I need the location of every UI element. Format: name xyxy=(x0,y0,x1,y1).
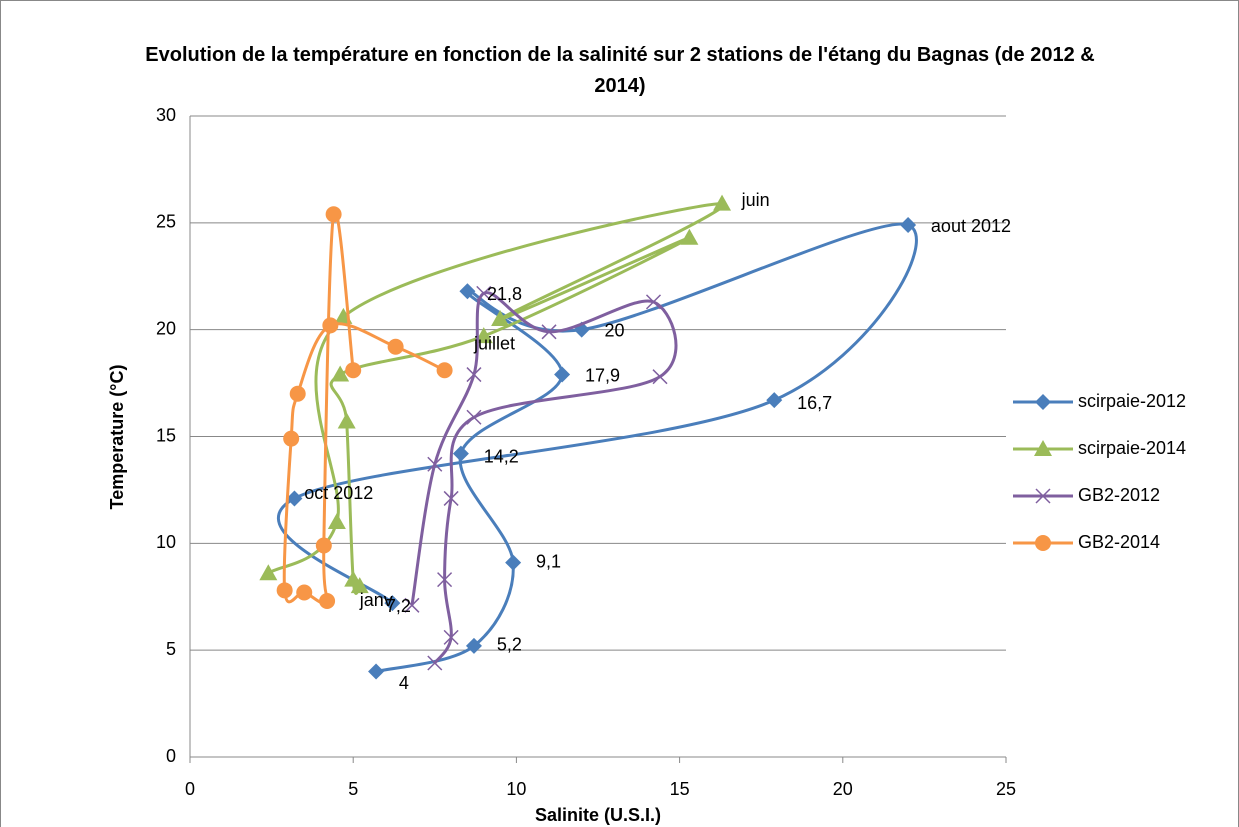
point xyxy=(900,216,917,233)
point xyxy=(491,309,510,326)
annotation: 17,9 xyxy=(585,365,620,385)
point xyxy=(1035,394,1051,410)
point xyxy=(541,324,557,340)
point xyxy=(404,597,420,613)
series-line xyxy=(410,291,678,664)
point xyxy=(505,554,522,571)
y-tick-label: 20 xyxy=(156,318,176,338)
point xyxy=(680,228,699,245)
x-tick-label: 10 xyxy=(506,779,526,799)
point xyxy=(1035,535,1051,551)
annotation: 14,2 xyxy=(484,447,519,467)
annotation: aout 2012 xyxy=(931,216,1011,236)
point xyxy=(437,572,453,588)
point xyxy=(327,512,346,529)
point xyxy=(331,365,350,382)
point xyxy=(1034,440,1052,456)
chart-title: Evolution de la température en fonction … xyxy=(145,44,1095,97)
series-line xyxy=(267,202,726,595)
point xyxy=(452,445,469,462)
point xyxy=(436,362,453,379)
point xyxy=(259,564,278,581)
point xyxy=(315,537,332,554)
point xyxy=(325,206,342,223)
point xyxy=(713,194,732,211)
x-tick-label: 25 xyxy=(996,779,1016,799)
point xyxy=(466,409,482,425)
point xyxy=(427,655,443,671)
point xyxy=(350,577,369,594)
y-tick-label: 5 xyxy=(166,639,176,659)
legend-label: scirpaie-2012 xyxy=(1078,391,1186,411)
annotation: oct 2012 xyxy=(304,483,373,503)
y-tick-label: 30 xyxy=(156,105,176,125)
point xyxy=(554,366,571,383)
x-axis-label: Salinite (U.S.I.) xyxy=(535,805,661,825)
legend-label: GB2-2014 xyxy=(1078,532,1160,552)
point xyxy=(459,283,476,300)
point xyxy=(384,595,401,612)
annotation: 4 xyxy=(399,673,409,693)
point xyxy=(319,593,336,610)
annotation: juin xyxy=(741,190,770,210)
annotation: 20 xyxy=(605,321,625,341)
point xyxy=(476,285,492,301)
legend-label: scirpaie-2014 xyxy=(1078,438,1186,458)
point xyxy=(345,362,362,379)
point xyxy=(286,490,303,507)
x-tick-label: 5 xyxy=(348,779,358,799)
x-tick-label: 20 xyxy=(833,779,853,799)
point xyxy=(443,629,459,645)
annotation: janv xyxy=(359,590,393,610)
point xyxy=(276,582,293,599)
annotation: 7,2 xyxy=(386,596,411,616)
point xyxy=(766,392,783,409)
point xyxy=(465,637,482,654)
annotation: 5,2 xyxy=(497,635,522,655)
point xyxy=(337,412,356,429)
point xyxy=(387,338,404,355)
annotation: 9,1 xyxy=(536,551,561,571)
y-tick-label: 15 xyxy=(156,425,176,445)
point xyxy=(466,367,482,383)
point xyxy=(427,456,443,472)
y-axis-label: Temperature (°C) xyxy=(107,365,127,510)
point xyxy=(283,430,300,447)
point xyxy=(474,327,493,344)
point xyxy=(1035,488,1051,504)
point xyxy=(296,584,313,601)
annotation: 21,8 xyxy=(487,284,522,304)
y-tick-label: 0 xyxy=(166,746,176,766)
point xyxy=(443,490,459,506)
point xyxy=(645,294,662,310)
annotation: juillet xyxy=(473,333,515,353)
point xyxy=(322,317,339,334)
x-tick-label: 15 xyxy=(670,779,690,799)
point xyxy=(368,663,385,680)
y-tick-label: 10 xyxy=(156,532,176,552)
legend-label: GB2-2012 xyxy=(1078,485,1160,505)
y-tick-label: 25 xyxy=(156,212,176,232)
point xyxy=(289,385,306,402)
annotation: 16,7 xyxy=(797,393,832,413)
x-tick-label: 0 xyxy=(185,779,195,799)
point xyxy=(652,369,668,385)
